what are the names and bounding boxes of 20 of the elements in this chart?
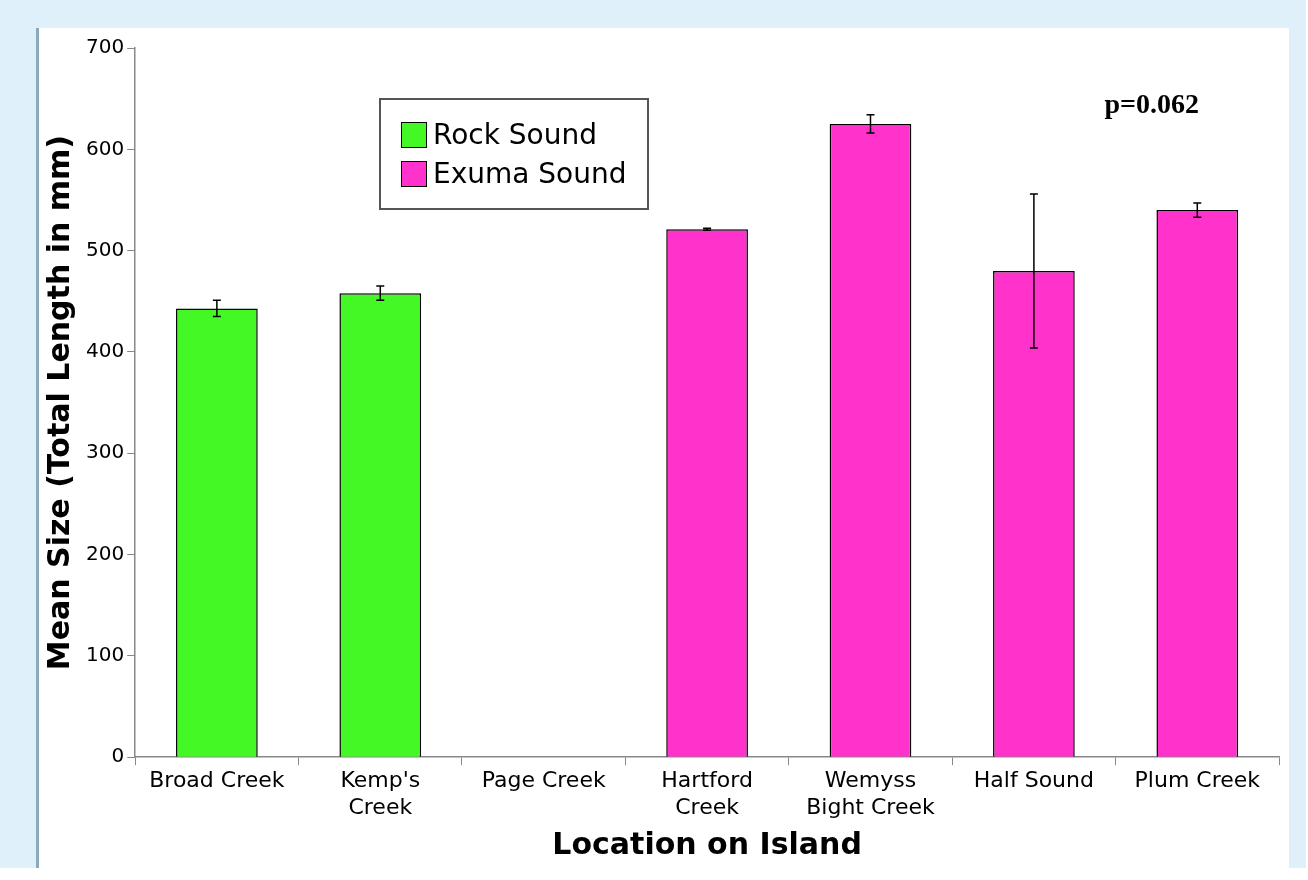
x-tick-label: Broad Creek <box>149 767 285 793</box>
legend-label: Exuma Sound <box>433 157 627 190</box>
x-tick-label: Wemyss Bight Creek <box>806 767 935 819</box>
x-tick-label: Half Sound <box>973 767 1094 793</box>
x-axis-title: Location on Island <box>552 825 862 861</box>
y-tick-label: 100 <box>85 642 125 667</box>
x-tick-label: Kemp's Creek <box>340 767 421 819</box>
y-tick-label: 200 <box>85 540 125 565</box>
annotation: p=0.062 <box>1104 88 1199 120</box>
x-tick-label: Page Creek <box>481 767 606 793</box>
x-tick-label: Plum Creek <box>1134 767 1261 793</box>
y-tick-label: 400 <box>85 338 125 363</box>
y-tick-label: 300 <box>85 439 125 464</box>
y-axis-title: Mean Size (Total Length in mm) <box>40 134 76 671</box>
legend-label: Rock Sound <box>433 118 598 151</box>
x-tick-label: Hartford Creek <box>661 767 753 819</box>
y-tick-label: 700 <box>85 34 125 59</box>
y-tick-label: 500 <box>85 236 125 261</box>
y-tick-label: 0 <box>111 743 125 768</box>
y-tick-label: 600 <box>85 135 125 160</box>
